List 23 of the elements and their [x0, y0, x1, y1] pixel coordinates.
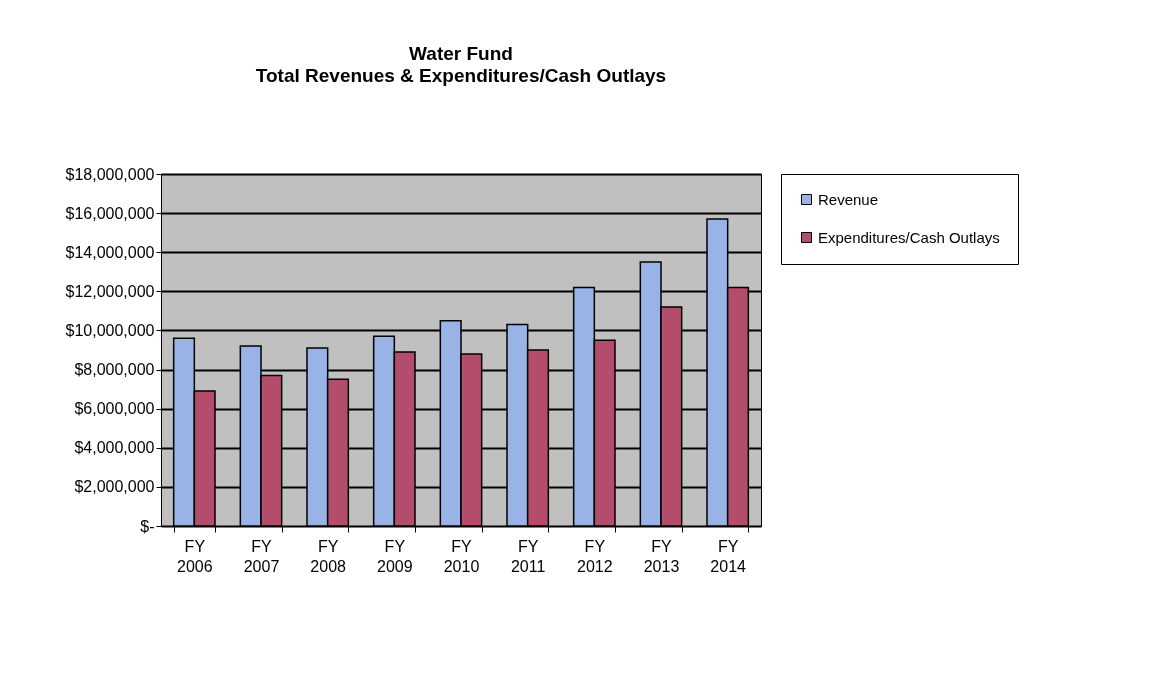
x-tick-label: FY 2014: [710, 537, 747, 575]
y-tick-label: $-: [140, 517, 155, 535]
x-tick-label: FY 2008: [310, 537, 347, 575]
x-tick-label: FY 2009: [377, 537, 413, 575]
x-tick-label: FY 2010: [443, 537, 480, 575]
x-tick-label: FY 2007: [243, 537, 280, 575]
x-tick-label: FY 2012: [577, 537, 613, 575]
x-tick-label: FY 2006: [177, 537, 213, 575]
y-tick-label: $8,000,000: [74, 361, 155, 379]
y-tick-label: $6,000,000: [74, 400, 155, 418]
x-tick-label: FY 2011: [510, 537, 546, 575]
y-tick-label: $2,000,000: [74, 478, 155, 496]
y-tick-label: $16,000,000: [65, 204, 155, 222]
x-tick-label: FY 2013: [643, 537, 680, 575]
y-tick-label: $4,000,000: [74, 439, 155, 457]
chart-title: Water Fund: [409, 43, 513, 64]
y-tick-label: $18,000,000: [65, 165, 155, 183]
legend-label: Revenue: [818, 190, 879, 208]
y-tick-label: $14,000,000: [65, 243, 155, 261]
y-tick-label: $12,000,000: [65, 282, 155, 300]
legend-label: Expenditures/Cash Outlays: [818, 228, 1000, 246]
chart-subtitle: Total Revenues & Expenditures/Cash Outlays: [255, 65, 667, 86]
y-tick-label: $10,000,000: [65, 321, 155, 339]
